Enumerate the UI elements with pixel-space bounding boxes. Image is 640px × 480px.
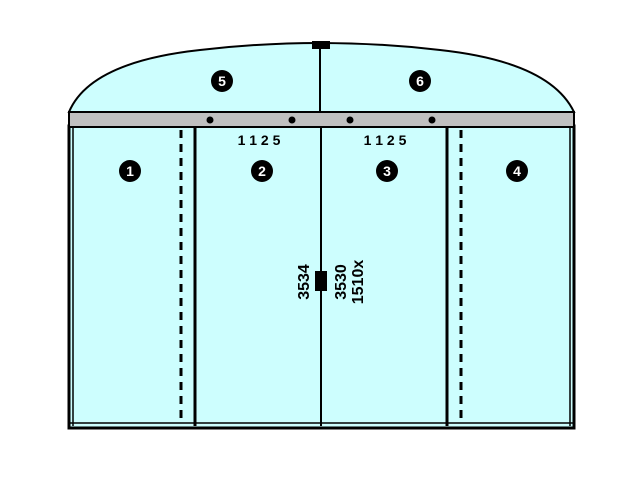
badge-panel-4: 4 <box>506 160 528 182</box>
arched-transom <box>67 42 576 113</box>
svg-text:5: 5 <box>218 73 226 89</box>
roller-marker <box>428 116 436 124</box>
roller-marker <box>206 116 214 124</box>
dimension-height-right: 3530 <box>333 264 350 300</box>
dimension-width-total: 1510x <box>350 260 367 305</box>
svg-text:2: 2 <box>258 163 266 179</box>
svg-text:1: 1 <box>126 163 134 179</box>
badge-panel-2: 2 <box>251 160 273 182</box>
badge-panel-3: 3 <box>376 160 398 182</box>
center-lock <box>315 271 327 291</box>
rail-rollers <box>206 116 436 124</box>
badge-transom-6: 6 <box>409 70 431 92</box>
top-rail <box>68 111 575 128</box>
svg-text:6: 6 <box>416 73 424 89</box>
dimension-height-left: 3534 <box>296 264 313 300</box>
svg-text:4: 4 <box>513 163 521 179</box>
svg-text:3: 3 <box>383 163 391 179</box>
badge-panel-1: 1 <box>119 160 141 182</box>
transom-top-clamp <box>312 41 330 49</box>
roller-marker <box>288 116 296 124</box>
dimension-leaf-width-right: 1 1 2 5 <box>364 132 407 148</box>
roller-marker <box>346 116 354 124</box>
dimension-leaf-width-left: 1 1 2 5 <box>238 132 281 148</box>
badge-transom-5: 5 <box>211 70 233 92</box>
